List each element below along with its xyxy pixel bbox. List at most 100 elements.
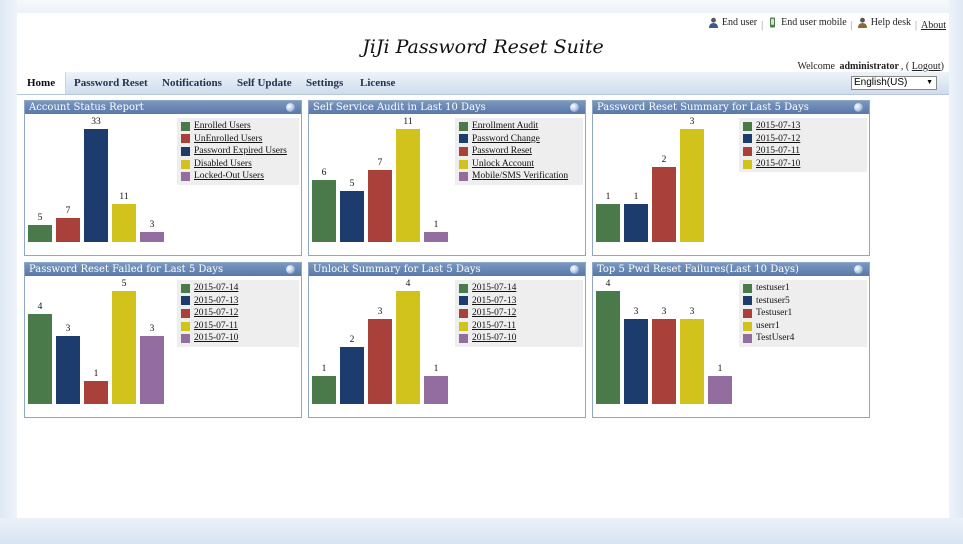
panel-title: Password Reset Failed for Last 5 Days (25, 263, 301, 276)
legend-label[interactable]: 2015-07-13 (472, 295, 517, 306)
legend-item: testuser1 (743, 282, 867, 295)
nav-settings[interactable]: Settings (306, 77, 344, 89)
legend-item[interactable]: 2015-07-10 (459, 332, 583, 345)
chart-legend: 2015-07-14 2015-07-13 2015-07-12 2015-07-11… (177, 280, 299, 347)
legend-item[interactable]: Enrolled Users (181, 120, 299, 133)
legend-item[interactable]: Mobile/SMS Verification (459, 170, 583, 183)
globe-icon[interactable] (286, 103, 295, 112)
legend-item[interactable]: UnEnrolled Users (181, 133, 299, 146)
legend-swatch (459, 321, 468, 331)
legend-item[interactable]: Locked-Out Users (181, 170, 299, 183)
legend-item[interactable]: 2015-07-10 (743, 158, 867, 171)
legend-item[interactable]: Password Expired Users (181, 145, 299, 158)
legend-item[interactable]: Disabled Users (181, 158, 299, 171)
legend-item[interactable]: Password Reset (459, 145, 583, 158)
legend-swatch (181, 121, 190, 131)
bar-value-label: 11 (119, 192, 129, 202)
legend-item[interactable]: 2015-07-14 (181, 282, 299, 295)
end-user-link[interactable]: End user (708, 17, 757, 28)
legend-label[interactable]: 2015-07-11 (194, 320, 238, 331)
legend-label: testuser5 (756, 295, 790, 306)
legend-label[interactable]: 2015-07-10 (194, 333, 239, 344)
chart-panel: Password Reset Summary for Last 5 Days 1 1… (592, 100, 870, 256)
legend-item[interactable]: Password Change (459, 133, 583, 146)
globe-icon[interactable] (854, 265, 863, 274)
legend-swatch (743, 159, 752, 169)
chart-bar (312, 376, 336, 404)
legend-label[interactable]: 2015-07-11 (756, 146, 800, 157)
legend-label[interactable]: Mobile/SMS Verification (472, 171, 569, 182)
legend-item[interactable]: 2015-07-12 (181, 307, 299, 320)
legend-swatch (743, 308, 752, 318)
bar-value-label: 4 (37, 302, 43, 312)
bar-value-label: 3 (377, 307, 383, 317)
legend-item[interactable]: 2015-07-10 (181, 332, 299, 345)
nav-notifications[interactable]: Notifications (162, 77, 222, 89)
legend-swatch (459, 146, 468, 156)
legend-label[interactable]: 2015-07-10 (756, 158, 801, 169)
help-desk-link[interactable]: Help desk (857, 17, 911, 28)
legend-label[interactable]: UnEnrolled Users (194, 133, 263, 144)
legend-label[interactable]: Disabled Users (194, 158, 252, 169)
nav-password-reset[interactable]: Password Reset (74, 77, 148, 89)
chart-bar (84, 129, 108, 242)
nav-self-update[interactable]: Self Update (237, 77, 292, 89)
globe-icon[interactable] (286, 265, 295, 274)
bar-value-label: 1 (717, 364, 723, 374)
legend-item[interactable]: 2015-07-13 (181, 295, 299, 308)
legend-swatch (743, 121, 752, 131)
chart-bar (340, 191, 364, 242)
legend-swatch (181, 172, 190, 182)
nav-license[interactable]: License (360, 77, 396, 89)
legend-label[interactable]: Password Reset (472, 146, 532, 157)
nav-home[interactable]: Home (17, 72, 67, 94)
legend-label[interactable]: 2015-07-12 (472, 308, 517, 319)
main-nav: Home Password Reset Notifications Self U… (17, 72, 949, 95)
legend-label[interactable]: Password Expired Users (194, 146, 287, 157)
legend-item[interactable]: 2015-07-12 (743, 133, 867, 146)
dropdown-arrow-icon: ▼ (926, 79, 933, 86)
legend-item[interactable]: 2015-07-11 (743, 145, 867, 158)
legend-label[interactable]: 2015-07-13 (194, 295, 239, 306)
welcome-bar: Welcome administrator, ( Logout) (797, 61, 944, 72)
globe-icon[interactable] (570, 265, 579, 274)
legend-item[interactable]: 2015-07-14 (459, 282, 583, 295)
panel-title: Unlock Summary for Last 5 Days (309, 263, 585, 276)
legend-item[interactable]: 2015-07-12 (459, 307, 583, 320)
legend-label[interactable]: 2015-07-11 (472, 320, 516, 331)
about-link[interactable]: About (921, 20, 946, 31)
legend-item[interactable]: Enrollment Audit (459, 120, 583, 133)
legend-label[interactable]: Enrolled Users (194, 121, 251, 131)
legend-item[interactable]: 2015-07-11 (181, 320, 299, 333)
bar-value-label: 3 (633, 307, 639, 317)
top-links: End user | End user mobile | Help desk |… (708, 17, 946, 31)
chart-bar (424, 232, 448, 242)
legend-label[interactable]: Locked-Out Users (194, 171, 264, 182)
legend-label[interactable]: Unlock Account (472, 158, 535, 169)
legend-item[interactable]: 2015-07-11 (459, 320, 583, 333)
end-user-mobile-link[interactable]: End user mobile (767, 17, 847, 28)
globe-icon[interactable] (854, 103, 863, 112)
legend-label[interactable]: 2015-07-14 (194, 283, 239, 293)
globe-icon[interactable] (570, 103, 579, 112)
logout-link[interactable]: Logout (911, 61, 941, 72)
legend-swatch (181, 159, 190, 169)
language-select[interactable]: English(US) ▼ (851, 76, 937, 90)
legend-label[interactable]: 2015-07-14 (472, 283, 517, 293)
help-desk-user-icon (857, 17, 867, 28)
legend-label[interactable]: 2015-07-12 (756, 133, 801, 144)
legend-swatch (459, 296, 468, 306)
legend-label[interactable]: 2015-07-13 (756, 121, 801, 131)
legend-item[interactable]: 2015-07-13 (459, 295, 583, 308)
chart-bar (624, 204, 648, 242)
legend-swatch (181, 321, 190, 331)
legend-label[interactable]: Enrollment Audit (472, 121, 539, 131)
legend-label[interactable]: 2015-07-12 (194, 308, 239, 319)
chart-panel: Unlock Summary for Last 5 Days 1 2 3 4 1 2015-… (308, 262, 586, 418)
legend-item[interactable]: 2015-07-13 (743, 120, 867, 133)
legend-swatch (181, 296, 190, 306)
legend-label[interactable]: Password Change (472, 133, 540, 144)
legend-item[interactable]: Unlock Account (459, 158, 583, 171)
bar-value-label: 5 (37, 213, 43, 223)
legend-label[interactable]: 2015-07-10 (472, 333, 517, 344)
